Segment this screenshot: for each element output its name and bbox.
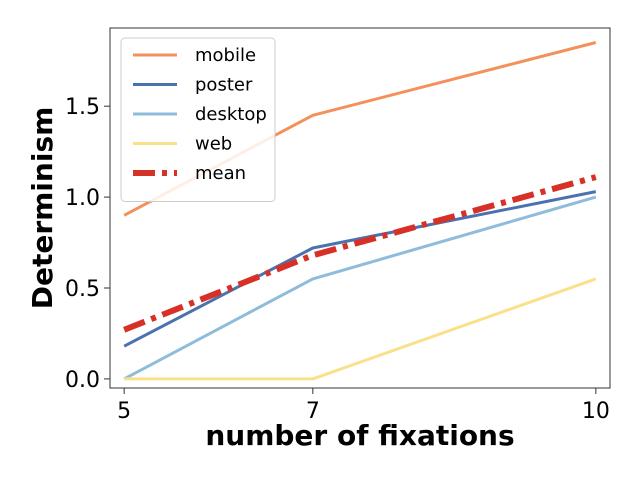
y-tick-label: 1.5	[65, 95, 100, 120]
y-tick-label: 0.5	[65, 277, 100, 302]
legend-label-mean: mean	[195, 163, 246, 184]
legend-label-web: web	[195, 134, 232, 155]
x-tick-label: 10	[582, 399, 610, 424]
series-layer	[123, 41, 597, 381]
series-line-mean	[123, 174, 597, 333]
y-tick-label: 0.0	[65, 368, 100, 393]
y-axis-label: Determinism	[26, 107, 59, 310]
series-line-desktop	[123, 195, 597, 381]
legend-label-mobile: mobile	[195, 45, 256, 66]
x-tick-label: 5	[117, 399, 131, 424]
legend-box	[120, 37, 276, 202]
legend: mobile poster desktop web mean	[120, 37, 276, 202]
legend-label-desktop: desktop	[195, 104, 267, 125]
x-tick-label: 7	[306, 399, 320, 424]
y-tick-label: 1.0	[65, 186, 100, 211]
plot-frame	[109, 27, 611, 389]
series-line-poster	[123, 190, 597, 348]
series-line-web	[124, 277, 597, 381]
legend-label-poster: poster	[195, 75, 253, 96]
y-axis-ticks: 0.0 0.5 1.0 1.5	[65, 95, 110, 393]
x-axis-ticks: 5 7 10	[117, 388, 610, 424]
x-axis-label: number of fixations	[205, 419, 514, 452]
